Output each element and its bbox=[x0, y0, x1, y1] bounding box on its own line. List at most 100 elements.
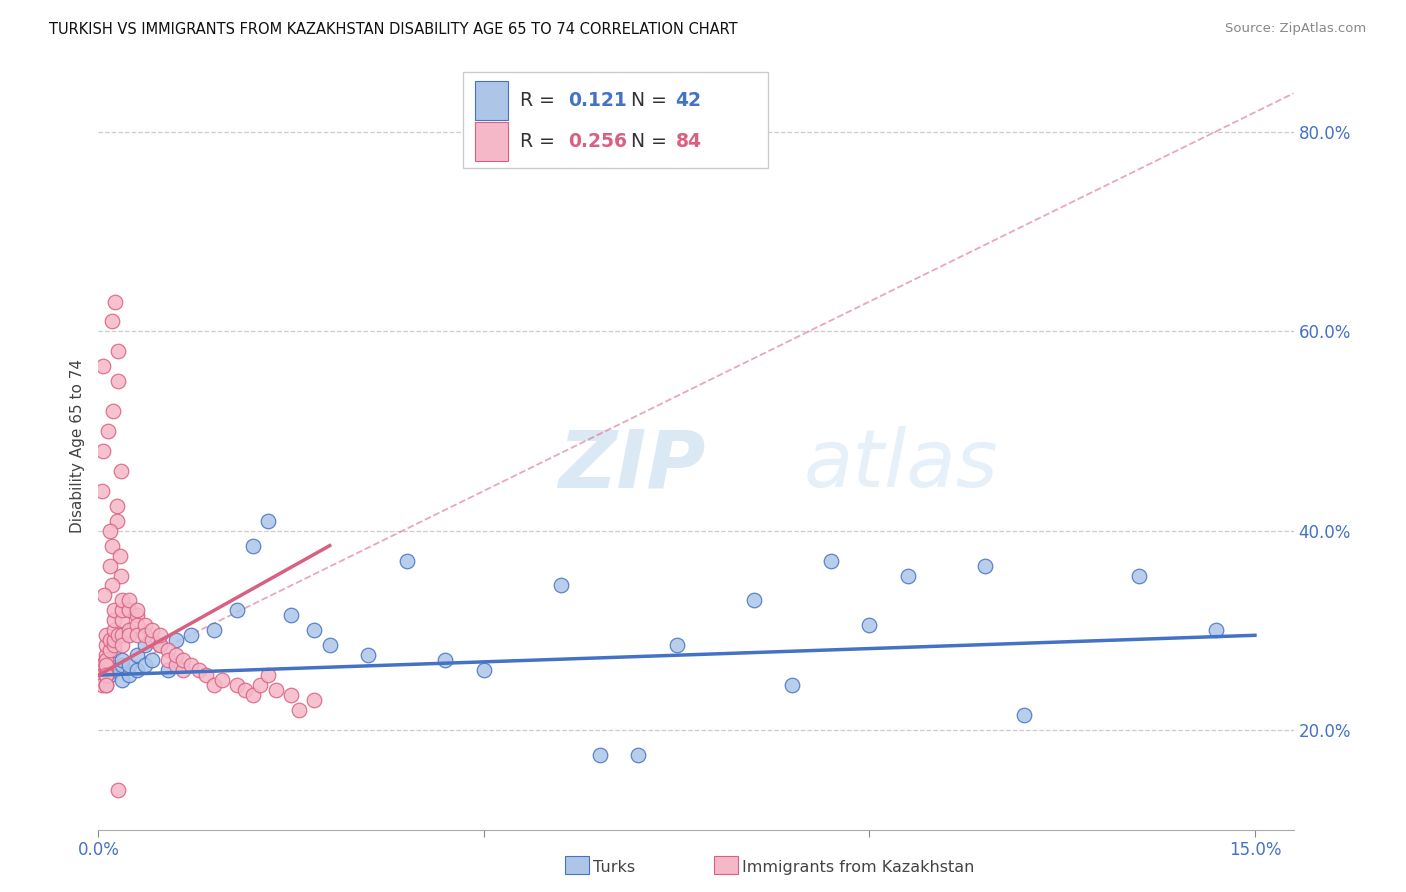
Point bbox=[156, 663, 179, 677]
Point bbox=[93, 589, 115, 603]
Point bbox=[94, 668, 117, 682]
Point bbox=[94, 668, 117, 682]
Point bbox=[141, 653, 163, 667]
Point bbox=[107, 344, 129, 359]
Point bbox=[103, 633, 125, 648]
Point bbox=[974, 558, 997, 573]
Point bbox=[101, 404, 124, 418]
Point bbox=[103, 643, 125, 657]
Point bbox=[149, 628, 172, 642]
Point bbox=[156, 643, 179, 657]
Point bbox=[110, 628, 132, 642]
Point bbox=[118, 658, 141, 673]
Point bbox=[249, 678, 271, 692]
Point bbox=[134, 658, 156, 673]
Point bbox=[107, 782, 129, 797]
Point bbox=[103, 663, 125, 677]
Text: ZIP: ZIP bbox=[558, 426, 706, 504]
Point bbox=[110, 673, 132, 687]
Text: 84: 84 bbox=[676, 132, 702, 151]
Point bbox=[104, 294, 127, 309]
Point bbox=[165, 658, 187, 673]
Point bbox=[98, 524, 121, 538]
Point bbox=[125, 663, 148, 677]
Point bbox=[665, 638, 688, 652]
Point bbox=[110, 603, 132, 617]
Point bbox=[94, 648, 117, 663]
Point bbox=[288, 703, 311, 717]
Point bbox=[110, 653, 132, 667]
Point bbox=[165, 648, 187, 663]
Point bbox=[149, 638, 172, 652]
Point bbox=[110, 613, 132, 627]
Point bbox=[156, 653, 179, 667]
Point bbox=[125, 608, 148, 623]
Point bbox=[172, 653, 194, 667]
Point bbox=[627, 747, 650, 762]
Point bbox=[125, 628, 148, 642]
Point bbox=[472, 663, 495, 677]
Point bbox=[107, 374, 129, 388]
Point bbox=[257, 668, 280, 682]
Point bbox=[98, 668, 121, 682]
Point bbox=[91, 483, 114, 498]
Text: R =: R = bbox=[520, 91, 561, 110]
Point bbox=[94, 658, 117, 673]
Point bbox=[91, 678, 114, 692]
Point bbox=[319, 638, 342, 652]
Point bbox=[588, 747, 610, 762]
Text: 0.256: 0.256 bbox=[568, 132, 627, 151]
Point bbox=[782, 678, 804, 692]
Point bbox=[149, 638, 172, 652]
Point bbox=[94, 678, 117, 692]
Point bbox=[91, 444, 114, 458]
Y-axis label: Disability Age 65 to 74: Disability Age 65 to 74 bbox=[70, 359, 86, 533]
Point bbox=[91, 658, 114, 673]
Point bbox=[110, 658, 132, 673]
Point bbox=[202, 624, 225, 638]
Point bbox=[125, 603, 148, 617]
Point bbox=[134, 638, 156, 652]
FancyBboxPatch shape bbox=[475, 122, 509, 161]
Point bbox=[434, 653, 457, 667]
Point bbox=[280, 688, 302, 702]
Text: N =: N = bbox=[631, 91, 673, 110]
Point bbox=[134, 628, 156, 642]
Point bbox=[101, 539, 124, 553]
Point bbox=[94, 668, 117, 682]
Point bbox=[94, 678, 117, 692]
Point bbox=[187, 663, 209, 677]
Point bbox=[141, 633, 163, 648]
Point bbox=[103, 603, 125, 617]
Point bbox=[242, 539, 264, 553]
Point bbox=[94, 653, 117, 667]
Point bbox=[180, 628, 202, 642]
Point bbox=[94, 658, 117, 673]
Point bbox=[820, 553, 842, 567]
FancyBboxPatch shape bbox=[475, 81, 509, 120]
Point bbox=[1205, 624, 1227, 638]
Point bbox=[257, 514, 280, 528]
Point bbox=[110, 638, 132, 652]
Point bbox=[118, 593, 141, 607]
Text: 0.121: 0.121 bbox=[568, 91, 627, 110]
Point bbox=[304, 693, 326, 707]
Point bbox=[226, 603, 249, 617]
Point bbox=[105, 514, 128, 528]
Point bbox=[94, 653, 117, 667]
Point bbox=[550, 578, 572, 592]
Point bbox=[94, 628, 117, 642]
Point bbox=[233, 683, 256, 698]
Point bbox=[357, 648, 380, 663]
Point bbox=[226, 678, 249, 692]
Text: 42: 42 bbox=[676, 91, 702, 110]
Point bbox=[97, 424, 120, 438]
Text: Turks: Turks bbox=[593, 860, 636, 874]
Point bbox=[94, 638, 117, 652]
Point bbox=[304, 624, 326, 638]
Point bbox=[195, 668, 218, 682]
Text: Source: ZipAtlas.com: Source: ZipAtlas.com bbox=[1226, 22, 1367, 36]
Point bbox=[118, 628, 141, 642]
Point bbox=[202, 678, 225, 692]
Text: TURKISH VS IMMIGRANTS FROM KAZAKHSTAN DISABILITY AGE 65 TO 74 CORRELATION CHART: TURKISH VS IMMIGRANTS FROM KAZAKHSTAN DI… bbox=[49, 22, 738, 37]
